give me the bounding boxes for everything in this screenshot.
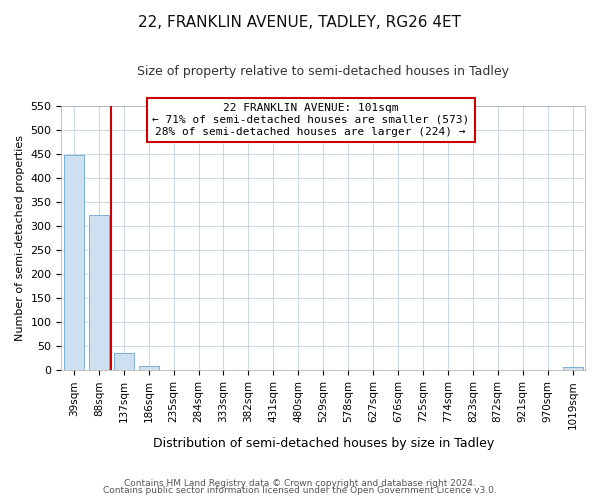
Text: 22 FRANKLIN AVENUE: 101sqm
← 71% of semi-detached houses are smaller (573)
28% o: 22 FRANKLIN AVENUE: 101sqm ← 71% of semi… <box>152 104 469 136</box>
Text: Contains HM Land Registry data © Crown copyright and database right 2024.: Contains HM Land Registry data © Crown c… <box>124 478 476 488</box>
Bar <box>89 216 109 370</box>
Bar <box>139 366 158 370</box>
Bar <box>563 368 583 370</box>
Text: Contains public sector information licensed under the Open Government Licence v3: Contains public sector information licen… <box>103 486 497 495</box>
X-axis label: Distribution of semi-detached houses by size in Tadley: Distribution of semi-detached houses by … <box>152 437 494 450</box>
Bar <box>114 353 134 370</box>
Title: Size of property relative to semi-detached houses in Tadley: Size of property relative to semi-detach… <box>137 65 509 78</box>
Bar <box>64 155 84 370</box>
Text: 22, FRANKLIN AVENUE, TADLEY, RG26 4ET: 22, FRANKLIN AVENUE, TADLEY, RG26 4ET <box>139 15 461 30</box>
Y-axis label: Number of semi-detached properties: Number of semi-detached properties <box>15 135 25 341</box>
